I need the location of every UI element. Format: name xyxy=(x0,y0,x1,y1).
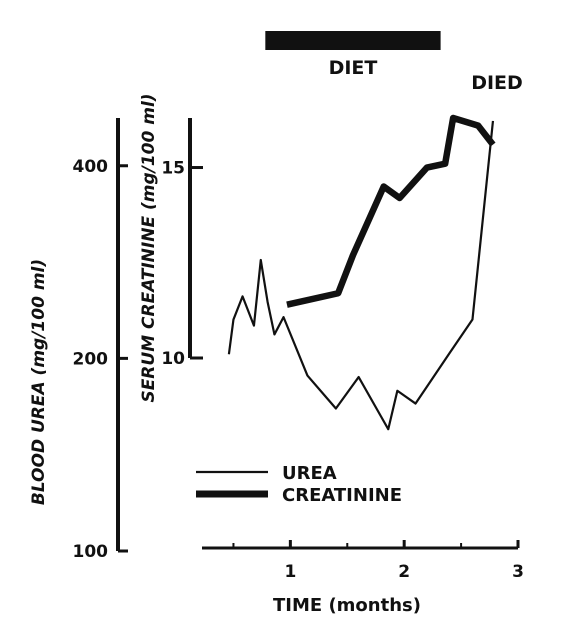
series-line-creatinine xyxy=(286,114,496,308)
x-axis-label: TIME (months) xyxy=(273,595,421,616)
x-tick-label: 2 xyxy=(398,562,410,582)
creatinine-tick-label: 15 xyxy=(161,159,185,179)
series-line-urea xyxy=(227,120,495,431)
legend: UREA CREATININE xyxy=(196,463,402,506)
urea-axis-label: BLOOD UREA (mg/100 ml) xyxy=(29,259,49,505)
legend-label-urea: UREA xyxy=(282,463,337,484)
urea-tick-label: 200 xyxy=(73,349,109,369)
x-tick-label: 1 xyxy=(284,562,296,582)
creatinine-tick-label: 10 xyxy=(161,349,185,369)
legend-label-creatinine: CREATININE xyxy=(282,485,402,506)
urea-tick-label: 100 xyxy=(73,542,109,562)
diet-label: DIET xyxy=(329,57,378,79)
diet-period-bar xyxy=(265,31,441,50)
creatinine-axis-label: SERUM CREATININE (mg/100 ml) xyxy=(139,93,159,402)
died-label: DIED xyxy=(471,72,523,94)
x-tick-label: 3 xyxy=(512,562,524,582)
urea-tick-label: 400 xyxy=(73,157,109,177)
